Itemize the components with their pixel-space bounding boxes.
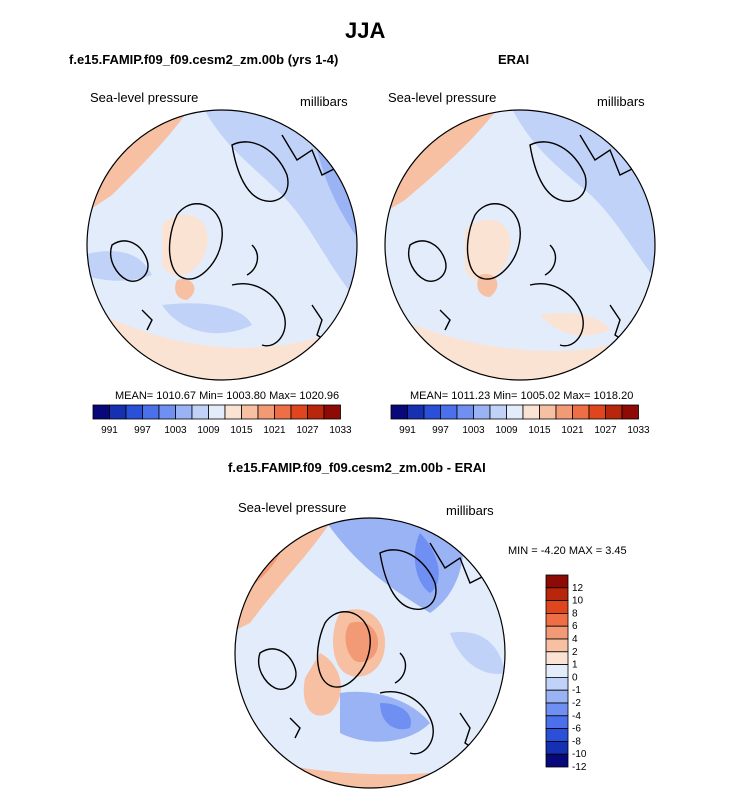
panel1-colorbar: 991 997 1003 1009 1015 1021 1027 1033 [92,404,352,436]
panel1-colorbar-swatch [274,404,292,420]
panel2-stats: MEAN= 1011.23 Min= 1005.02 Max= 1018.20 [410,390,634,402]
panel2-colorbar-swatch [456,404,474,420]
panel1-colorbar-label: 1021 [263,425,286,436]
panel3-colorbar-label: -8 [572,736,581,747]
panel1-colorbar-swatch [158,404,176,420]
panel1-colorbar-swatch [92,404,110,420]
panel1-colorbar-swatch [142,404,160,420]
panel2-colorbar-swatch [572,404,590,420]
panel2-colorbar-swatch [440,404,458,420]
page-title: JJA [345,18,386,43]
panel3-title: f.e15.FAMIP.f09_f09.cesm2_zm.00b - ERAI [228,460,486,475]
panel2-colorbar-swatch [588,404,606,420]
panel3-stats: MIN = -4.20 MAX = 3.45 [508,545,627,557]
panel1-variable: Sea-level pressure [90,90,199,105]
panel3-colorbar-swatch [545,740,569,755]
panel2-colorbar-swatch [522,404,540,420]
panel1-title: f.e15.FAMIP.f09_f09.cesm2_zm.00b (yrs 1-… [69,52,339,67]
panel3-colorbar-label: 12 [572,583,584,594]
panel3-colorbar-swatch [545,715,569,730]
panel3-colorbar-label: -6 [572,724,581,735]
panel2-units: millibars [597,94,645,109]
panel3-colorbar-label: -2 [572,698,581,709]
panel3-colorbar-label: 6 [572,621,578,632]
panel2-colorbar-swatch [539,404,557,420]
panel2-colorbar-swatch [390,404,408,420]
panel3-colorbar-label: 0 [572,672,578,683]
panel3-colorbar-swatch [545,600,569,614]
panel1-colorbar-swatch [290,404,308,420]
panel1-colorbar-label: 997 [134,425,151,436]
panel2-colorbar-swatch [489,404,507,420]
panel2-colorbar-label: 997 [432,425,449,436]
panel1-colorbar-label: 1033 [329,425,352,436]
panel1-colorbar-label: 1027 [296,425,319,436]
panel1-colorbar-label: 1003 [164,425,187,436]
panel1-colorbar-swatch [175,404,193,420]
panel3-colorbar-swatch [545,702,569,717]
panel3-colorbar-label: 4 [572,634,578,645]
panel3-colorbar-label: -12 [572,762,587,773]
panel3-colorbar-swatch [545,613,569,627]
panel2-colorbar-label: 1033 [627,425,650,436]
panel2-colorbar-swatch [555,404,573,420]
panel2-colorbar-swatch [506,404,524,420]
panel3-colorbar-label: 1 [572,660,578,671]
panel1-stats: MEAN= 1010.67 Min= 1003.80 Max= 1020.96 [115,390,340,402]
panel3-units: millibars [446,503,494,518]
panel2-variable: Sea-level pressure [388,90,497,105]
panel2-colorbar-label: 1003 [462,425,485,436]
panel3-colorbar-swatch [545,753,569,768]
panel1-colorbar-swatch [241,404,259,420]
panel2-colorbar-swatch [407,404,425,420]
panel3-colorbar-label: 2 [572,647,578,658]
panel2-map [384,109,656,381]
panel3-colorbar-swatch [545,638,569,653]
panel2-colorbar-swatch [621,404,639,420]
panel1-colorbar-label: 1015 [230,425,253,436]
panel2-colorbar-label: 1015 [528,425,551,436]
panel2-colorbar-swatch [473,404,491,420]
panel3-colorbar-swatch [545,574,569,589]
panel1-colorbar-swatch [109,404,127,420]
panel2-colorbar: 991 997 1003 1009 1015 1021 1027 1033 [390,404,650,436]
panel2-title: ERAI [498,52,530,67]
panel1-units: millibars [300,94,348,109]
panel3-colorbar-swatch [545,651,569,666]
panel3-colorbar-swatch [545,587,569,602]
panel3-colorbar-swatch [545,625,569,640]
panel3-map [234,517,506,789]
panel2-colorbar-label: 1027 [594,425,617,436]
panel3-colorbar-label: 10 [572,596,584,607]
panel2-colorbar-swatch [605,404,623,420]
panel1-colorbar-swatch [191,404,209,420]
panel2-colorbar-label: 1009 [495,425,518,436]
panel3-colorbar-label: -10 [572,749,587,760]
panel3-colorbar-label: 8 [572,608,578,619]
panel1-colorbar-swatch [224,404,242,420]
panel3-colorbar-label: -1 [572,685,581,696]
panel1-map [86,109,358,381]
panel1-colorbar-swatch [307,404,325,420]
panel3-colorbar-label: -4 [572,711,581,722]
panel2-colorbar-label: 991 [399,425,416,436]
panel3-variable: Sea-level pressure [238,500,347,515]
panel2-colorbar-swatch [423,404,441,420]
panel3-colorbar-swatch [545,728,569,742]
panel1-colorbar-swatch [125,404,143,420]
panel1-colorbar-swatch [323,404,341,420]
panel3-colorbar-swatch [545,664,569,678]
panel1-colorbar-swatch [257,404,275,420]
panel1-colorbar-swatch [208,404,226,420]
panel2-colorbar-label: 1021 [561,425,584,436]
panel1-colorbar-label: 991 [101,425,118,436]
panel3-colorbar-swatch [545,689,569,704]
panel3-colorbar-swatch [545,677,569,691]
panel1-colorbar-label: 1009 [197,425,220,436]
